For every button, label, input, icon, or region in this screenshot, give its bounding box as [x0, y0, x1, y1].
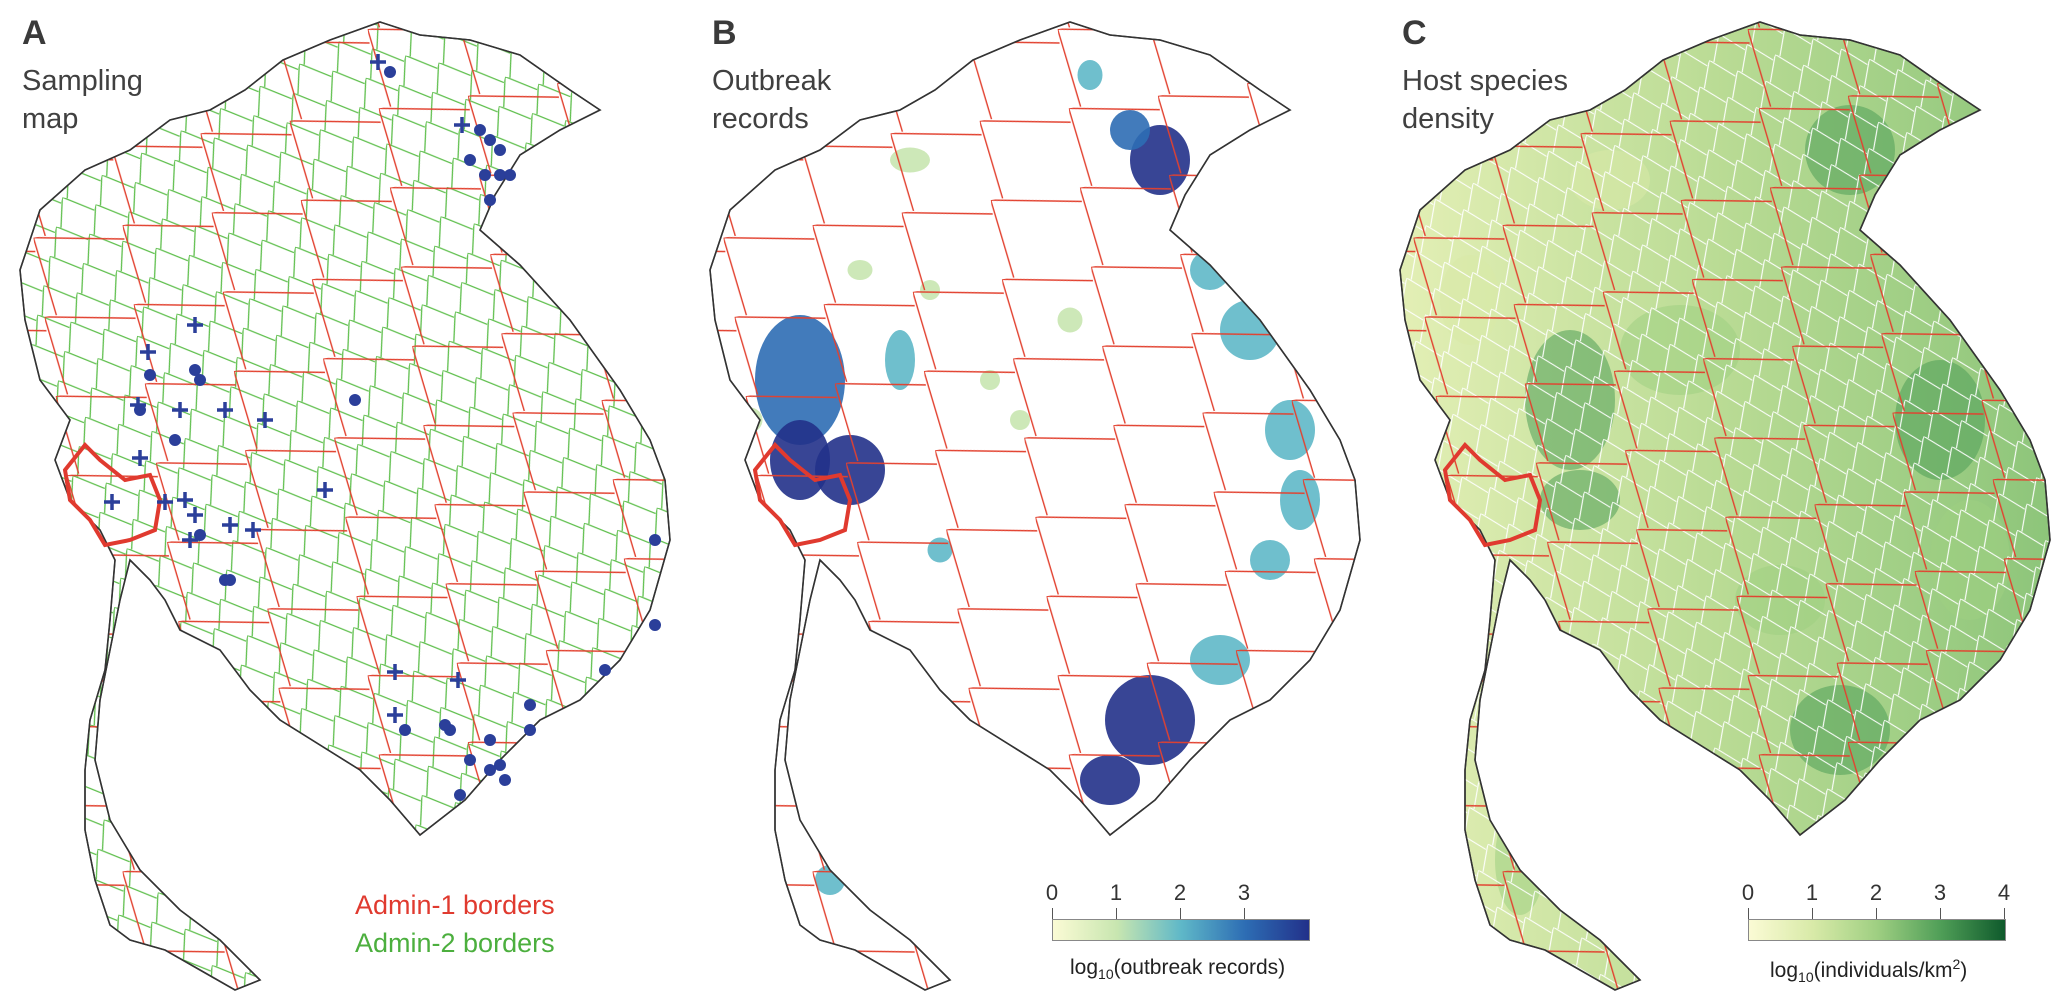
- dot-marker-icon: [194, 529, 206, 541]
- plus-marker-icon: [317, 482, 333, 498]
- colorbar-tick-label: 2: [1173, 880, 1187, 905]
- colorbar-tick-label: 4: [1997, 880, 2011, 905]
- plus-marker-icon: [187, 317, 203, 333]
- plus-marker-icon: [104, 494, 120, 510]
- plus-marker-icon: [370, 54, 386, 70]
- sample-markers: [104, 54, 661, 801]
- plus-marker-icon: [387, 707, 403, 723]
- title-line: Sampling: [22, 65, 143, 97]
- plus-marker-icon: [132, 450, 148, 466]
- dot-marker-icon: [454, 789, 466, 801]
- dot-marker-icon: [494, 144, 506, 156]
- plus-marker-icon: [222, 517, 238, 533]
- dot-marker-icon: [649, 619, 661, 631]
- dot-marker-icon: [224, 574, 236, 586]
- colorbar-label: log10(individuals/km2): [1770, 956, 1968, 986]
- sampling-map: [19, 21, 671, 991]
- plus-marker-icon: [157, 494, 173, 510]
- dot-marker-icon: [399, 724, 411, 736]
- legend-admin1: Admin-1 borders: [355, 890, 555, 920]
- colorbar-tick-label: 0: [1045, 880, 1059, 905]
- panel-title-a: Sampling map: [22, 62, 143, 138]
- legend-admin2: Admin-2 borders: [355, 928, 555, 958]
- dot-marker-icon: [499, 774, 511, 786]
- highlight-region-outline: [752, 442, 853, 548]
- highlight-region-outline: [62, 442, 163, 548]
- dot-marker-icon: [384, 66, 396, 78]
- plus-marker-icon: [187, 507, 203, 523]
- dot-marker-icon: [494, 759, 506, 771]
- colorbar-tick: [1052, 908, 1053, 919]
- highlight-region-outline: [1442, 442, 1543, 548]
- colorbar-tick: [1180, 908, 1181, 919]
- panel-letter-c: C: [1402, 14, 1427, 52]
- dot-marker-icon: [504, 169, 516, 181]
- panel-title-b: Outbreak records: [712, 62, 831, 138]
- plus-marker-icon: [257, 412, 273, 428]
- colorbar-tick-label: 0: [1741, 880, 1755, 905]
- plus-marker-icon: [245, 522, 261, 538]
- dot-marker-icon: [599, 664, 611, 676]
- colorbar-tick: [1244, 908, 1245, 919]
- title-line: Host species: [1402, 65, 1569, 97]
- plus-marker-icon: [177, 492, 193, 508]
- dot-marker-icon: [494, 169, 506, 181]
- colorbar-tick: [1940, 908, 1941, 919]
- panel-letter-a: A: [22, 14, 47, 52]
- dot-marker-icon: [169, 434, 181, 446]
- plus-marker-icon: [387, 664, 403, 680]
- dot-marker-icon: [349, 394, 361, 406]
- panel-outbreak-records: B Outbreak records 0 1 2 3 log10(outbreak r…: [690, 0, 1380, 1005]
- title-line: records: [712, 103, 809, 135]
- dot-marker-icon: [524, 724, 536, 736]
- plus-marker-icon: [172, 402, 188, 418]
- dot-marker-icon: [144, 369, 156, 381]
- colorbar-gradient: [1748, 919, 2006, 941]
- plus-marker-icon: [454, 117, 470, 133]
- colorbar-tick: [1116, 908, 1117, 919]
- dot-marker-icon: [464, 154, 476, 166]
- panel-host-density: C Host species density 0 1 2 3 4 log10(indiv…: [1380, 0, 2061, 1005]
- colorbar-tick: [2004, 908, 2005, 919]
- colorbar-tick-label: 1: [1109, 880, 1123, 905]
- colorbar-label: log10(outbreak records): [1070, 956, 1286, 983]
- plus-marker-icon: [217, 402, 233, 418]
- dot-marker-icon: [484, 134, 496, 146]
- colorbar-tick-label: 3: [1237, 880, 1251, 905]
- dot-marker-icon: [439, 719, 451, 731]
- panel-letter-b: B: [712, 14, 737, 52]
- dot-marker-icon: [484, 764, 496, 776]
- colorbar-tick-label: 3: [1933, 880, 1947, 905]
- title-line: Outbreak: [712, 65, 832, 97]
- dot-marker-icon: [479, 169, 491, 181]
- dot-marker-icon: [189, 364, 201, 376]
- dot-marker-icon: [484, 734, 496, 746]
- colorbar-tick-label: 1: [1805, 880, 1819, 905]
- host-density-map: [1399, 21, 2051, 991]
- colorbar-tick-label: 2: [1869, 880, 1883, 905]
- colorbar-tick: [1812, 908, 1813, 919]
- dot-marker-icon: [134, 404, 146, 416]
- title-line: density: [1402, 103, 1494, 135]
- dot-marker-icon: [474, 124, 486, 136]
- dot-marker-icon: [484, 194, 496, 206]
- dot-marker-icon: [649, 534, 661, 546]
- panel-sampling-map: A Sampling map Admin-1 borders Admin-2 b…: [0, 0, 690, 1005]
- plus-marker-icon: [182, 532, 198, 548]
- outbreak-map: [709, 21, 1361, 991]
- dot-marker-icon: [464, 754, 476, 766]
- dot-marker-icon: [524, 699, 536, 711]
- panel-title-c: Host species density: [1402, 62, 1568, 138]
- title-line: map: [22, 103, 79, 135]
- plus-marker-icon: [450, 672, 466, 688]
- dot-marker-icon: [194, 374, 206, 386]
- colorbar-tick: [1876, 908, 1877, 919]
- plus-marker-icon: [140, 344, 156, 360]
- colorbar-gradient: [1052, 919, 1310, 941]
- colorbar-tick: [1748, 908, 1749, 919]
